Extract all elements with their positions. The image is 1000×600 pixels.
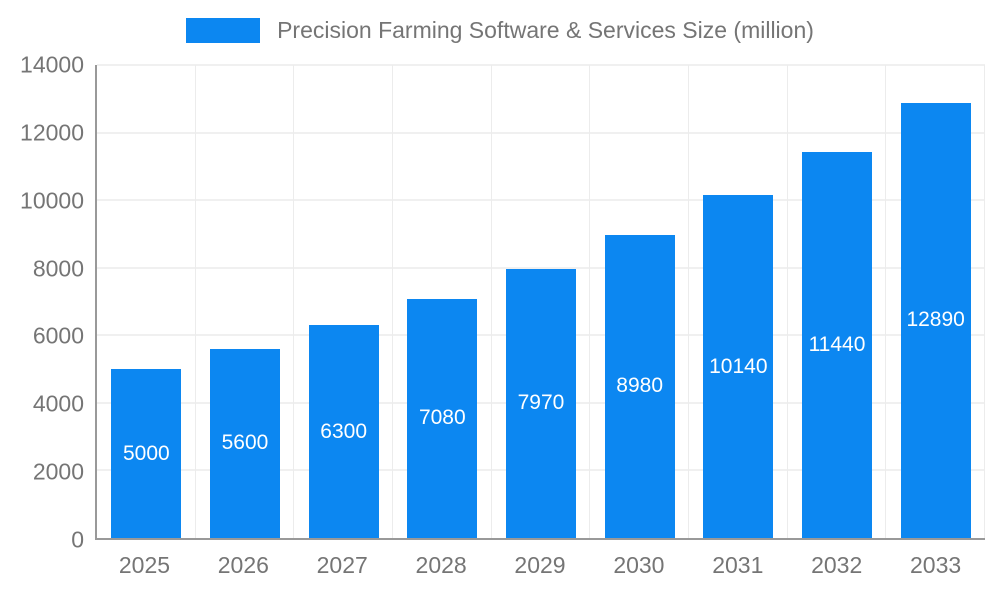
y-axis-tick-label: 2000 bbox=[32, 458, 84, 485]
y-axis-tick-label: 10000 bbox=[20, 187, 84, 214]
x-axis-tick-label: 2029 bbox=[514, 552, 566, 578]
v-gridline bbox=[490, 65, 492, 538]
x-axis-tick-label: 2033 bbox=[909, 552, 962, 578]
bar-value-label: 11440 bbox=[808, 332, 866, 356]
v-gridline bbox=[589, 65, 591, 538]
bar-2029[interactable]: 7970 bbox=[505, 268, 576, 538]
bar-2031[interactable]: 10140 bbox=[703, 195, 774, 538]
legend: Precision Farming Software & Services Si… bbox=[0, 17, 1000, 44]
v-gridline bbox=[885, 65, 887, 538]
bar-slot: 5600 bbox=[196, 65, 295, 538]
v-gridline bbox=[194, 65, 196, 538]
bar-slot: 12890 bbox=[886, 65, 985, 538]
x-axis-tick-label: 2025 bbox=[118, 552, 171, 578]
bar-2026[interactable]: 5600 bbox=[209, 348, 280, 538]
x-axis-tick-label: 2026 bbox=[217, 552, 269, 578]
y-axis-tick-label: 4000 bbox=[32, 390, 84, 417]
y-axis-tick-label: 12000 bbox=[20, 119, 84, 146]
bar-slot: 8980 bbox=[590, 65, 689, 538]
bar-2033[interactable]: 12890 bbox=[900, 102, 971, 538]
bar-slot: 10140 bbox=[689, 65, 788, 538]
bar-value-label: 6300 bbox=[320, 419, 368, 443]
legend-label[interactable]: Precision Farming Software & Services Si… bbox=[277, 17, 814, 43]
bar-slot: 7970 bbox=[492, 65, 591, 538]
h-gridline bbox=[97, 132, 985, 134]
y-axis: 0 2000 4000 6000 8000 10000 12000 14000 bbox=[0, 52, 84, 553]
bar-value-label: 10140 bbox=[709, 354, 768, 378]
y-axis-tick-label: 0 bbox=[71, 526, 84, 553]
bar-slot: 5000 bbox=[97, 65, 196, 538]
x-axis-tick-label: 2032 bbox=[811, 552, 863, 578]
h-gridline bbox=[97, 64, 985, 66]
plot-area: 5000 5600 6300 7080 7970 8980 10140 11440 12890 bbox=[95, 64, 985, 540]
bar-slot: 11440 bbox=[788, 65, 887, 538]
v-gridline bbox=[391, 65, 393, 538]
h-gridline bbox=[97, 267, 985, 269]
y-axis-tick-label: 14000 bbox=[20, 51, 84, 78]
bar-2025[interactable]: 5000 bbox=[111, 369, 182, 538]
x-axis-tick-label: 2027 bbox=[316, 552, 368, 578]
bar-2027[interactable]: 6300 bbox=[308, 325, 379, 538]
legend-swatch-icon[interactable] bbox=[186, 18, 261, 43]
bar-value-label: 12890 bbox=[906, 308, 965, 332]
y-axis-tick-label: 6000 bbox=[32, 322, 84, 349]
x-axis-tick-label: 2031 bbox=[712, 552, 764, 578]
v-gridline bbox=[687, 65, 689, 538]
v-gridline bbox=[786, 65, 788, 538]
h-gridline bbox=[97, 199, 985, 201]
bar-slot: 6300 bbox=[294, 65, 393, 538]
bar-value-label: 5600 bbox=[221, 431, 269, 455]
x-axis-tick-label: 2028 bbox=[415, 552, 467, 578]
v-gridline bbox=[293, 65, 295, 538]
x-axis-tick-label: 2030 bbox=[613, 552, 665, 578]
v-gridline bbox=[984, 65, 985, 538]
bar-value-label: 7970 bbox=[517, 391, 565, 415]
bar-value-label: 8980 bbox=[616, 374, 664, 398]
bar-2032[interactable]: 11440 bbox=[801, 151, 872, 538]
bar-2030[interactable]: 8980 bbox=[604, 234, 675, 538]
bar-value-label: 5000 bbox=[122, 441, 170, 465]
bar-slot: 7080 bbox=[393, 65, 492, 538]
bar-2028[interactable]: 7080 bbox=[407, 298, 478, 538]
bar-value-label: 7080 bbox=[418, 406, 466, 430]
y-axis-tick-label: 8000 bbox=[32, 255, 84, 282]
x-axis: 2025 2026 2027 2028 2029 2030 2031 2032 2033 bbox=[95, 552, 985, 579]
